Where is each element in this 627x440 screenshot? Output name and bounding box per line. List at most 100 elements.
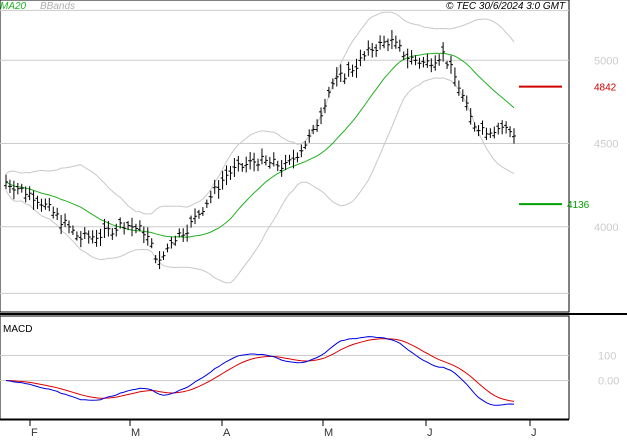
ohlc-bar xyxy=(130,217,135,237)
ohlc-bar xyxy=(263,155,268,166)
ohlc-bar xyxy=(204,199,209,208)
ohlc-bar xyxy=(405,48,410,69)
ohlc-bar xyxy=(429,58,434,73)
legend-ma20: MA20 xyxy=(0,1,27,12)
ohlc-bar xyxy=(378,35,383,50)
ohlc-bar xyxy=(74,231,79,241)
ohlc-bar xyxy=(299,144,304,158)
ohlc-bar xyxy=(244,156,249,173)
ohlc-bar xyxy=(283,154,288,171)
ohlc-bar xyxy=(389,30,394,50)
upper-band xyxy=(5,11,515,215)
ohlc-bar xyxy=(441,42,446,62)
signal-line xyxy=(5,338,515,402)
ohlc-bar xyxy=(500,120,505,135)
ohlc-bar xyxy=(488,128,493,138)
ohlc-bar xyxy=(149,238,154,249)
bollinger-bands xyxy=(5,11,515,284)
ohlc-bar xyxy=(437,54,442,66)
ohlc-bar xyxy=(110,228,115,240)
ohlc-bar xyxy=(196,209,201,219)
ohlc-bar xyxy=(122,222,127,235)
x-tick-label: A xyxy=(223,427,231,439)
ohlc-bar xyxy=(508,126,513,138)
ohlc-bar xyxy=(11,180,16,200)
ohlc-bar xyxy=(370,42,375,58)
support-resistance-levels: 4842 4136 xyxy=(519,83,617,211)
ohlc-bar xyxy=(177,228,182,238)
ohlc-bar xyxy=(307,129,312,143)
ohlc-bar xyxy=(35,195,40,210)
ohlc-bar xyxy=(141,226,146,244)
ohlc-bar xyxy=(496,122,501,135)
ohlc-bar xyxy=(256,158,261,172)
macd-tick-label: 0.00 xyxy=(598,376,619,388)
ohlc-bar xyxy=(397,39,402,52)
ohlc-bar xyxy=(193,208,198,225)
ohlc-bar xyxy=(31,190,36,210)
ohlc-bar xyxy=(445,60,450,69)
ohlc-bar xyxy=(200,207,205,216)
ohlc-bar xyxy=(153,255,158,264)
ohlc-bar xyxy=(240,162,245,172)
ohlc-bar xyxy=(393,35,398,49)
ohlc-bar xyxy=(315,119,320,132)
ohlc-bar xyxy=(98,228,103,246)
ohlc-bar xyxy=(295,152,300,163)
ohlc-bar xyxy=(374,44,379,57)
ohlc-bar xyxy=(413,55,418,66)
support-label: 4136 xyxy=(567,200,590,211)
ohlc-bar xyxy=(208,190,213,204)
ohlc-bar xyxy=(425,53,430,68)
ohlc-bar xyxy=(157,251,162,270)
ohlc-bar xyxy=(189,215,194,228)
ohlc-bar xyxy=(70,225,75,236)
ohlc-bar xyxy=(86,230,91,244)
macd-panel-frame xyxy=(0,315,570,420)
ohlc-bar xyxy=(27,186,32,201)
ohlc-bar xyxy=(358,49,363,67)
ohlc-bar xyxy=(173,235,178,246)
ohlc-bar xyxy=(303,140,308,150)
legend-bbands: BBands xyxy=(40,1,75,12)
ohlc-bar xyxy=(114,223,119,237)
ma20-path xyxy=(5,52,515,238)
ma20-line xyxy=(5,52,515,238)
ohlc-bar xyxy=(480,120,485,135)
ohlc-bar xyxy=(63,213,68,228)
ohlc-bar xyxy=(319,107,324,125)
ohlc-bar xyxy=(291,149,296,169)
ohlc-bar xyxy=(228,166,233,180)
ohlc-bar xyxy=(484,127,489,140)
ohlc-bar xyxy=(417,57,422,69)
ohlc-bar xyxy=(133,223,138,234)
ohlc-bar xyxy=(448,55,453,74)
copyright-timestamp: © TEC 30/6/2024 3:0 GMT xyxy=(446,1,566,12)
macd-lines xyxy=(5,336,515,406)
price-tick-label: 4500 xyxy=(594,139,618,151)
ohlc-bar xyxy=(90,230,95,244)
ohlc-bar xyxy=(212,179,217,195)
ohlc-bar xyxy=(346,61,351,77)
ohlc-bar xyxy=(342,73,347,84)
ohlc-bar xyxy=(161,251,166,260)
ohlc-bar xyxy=(275,160,280,172)
ohlc-bar xyxy=(354,58,359,78)
ohlc-bar xyxy=(338,64,343,82)
ohlc-bar xyxy=(334,67,339,87)
price-panel-frame xyxy=(0,0,570,313)
ohlc-bars xyxy=(4,30,516,270)
ohlc-bar xyxy=(271,152,276,167)
ohlc-bar xyxy=(460,89,465,102)
x-tick-label: F xyxy=(31,427,38,439)
ohlc-bar xyxy=(330,78,335,90)
ohlc-bar xyxy=(385,38,390,52)
ohlc-bar xyxy=(51,206,56,219)
ohlc-bar xyxy=(102,218,107,239)
ohlc-bar xyxy=(512,128,516,144)
ohlc-bar xyxy=(433,55,438,71)
ohlc-bar xyxy=(165,243,170,253)
ohlc-bar xyxy=(472,122,477,132)
